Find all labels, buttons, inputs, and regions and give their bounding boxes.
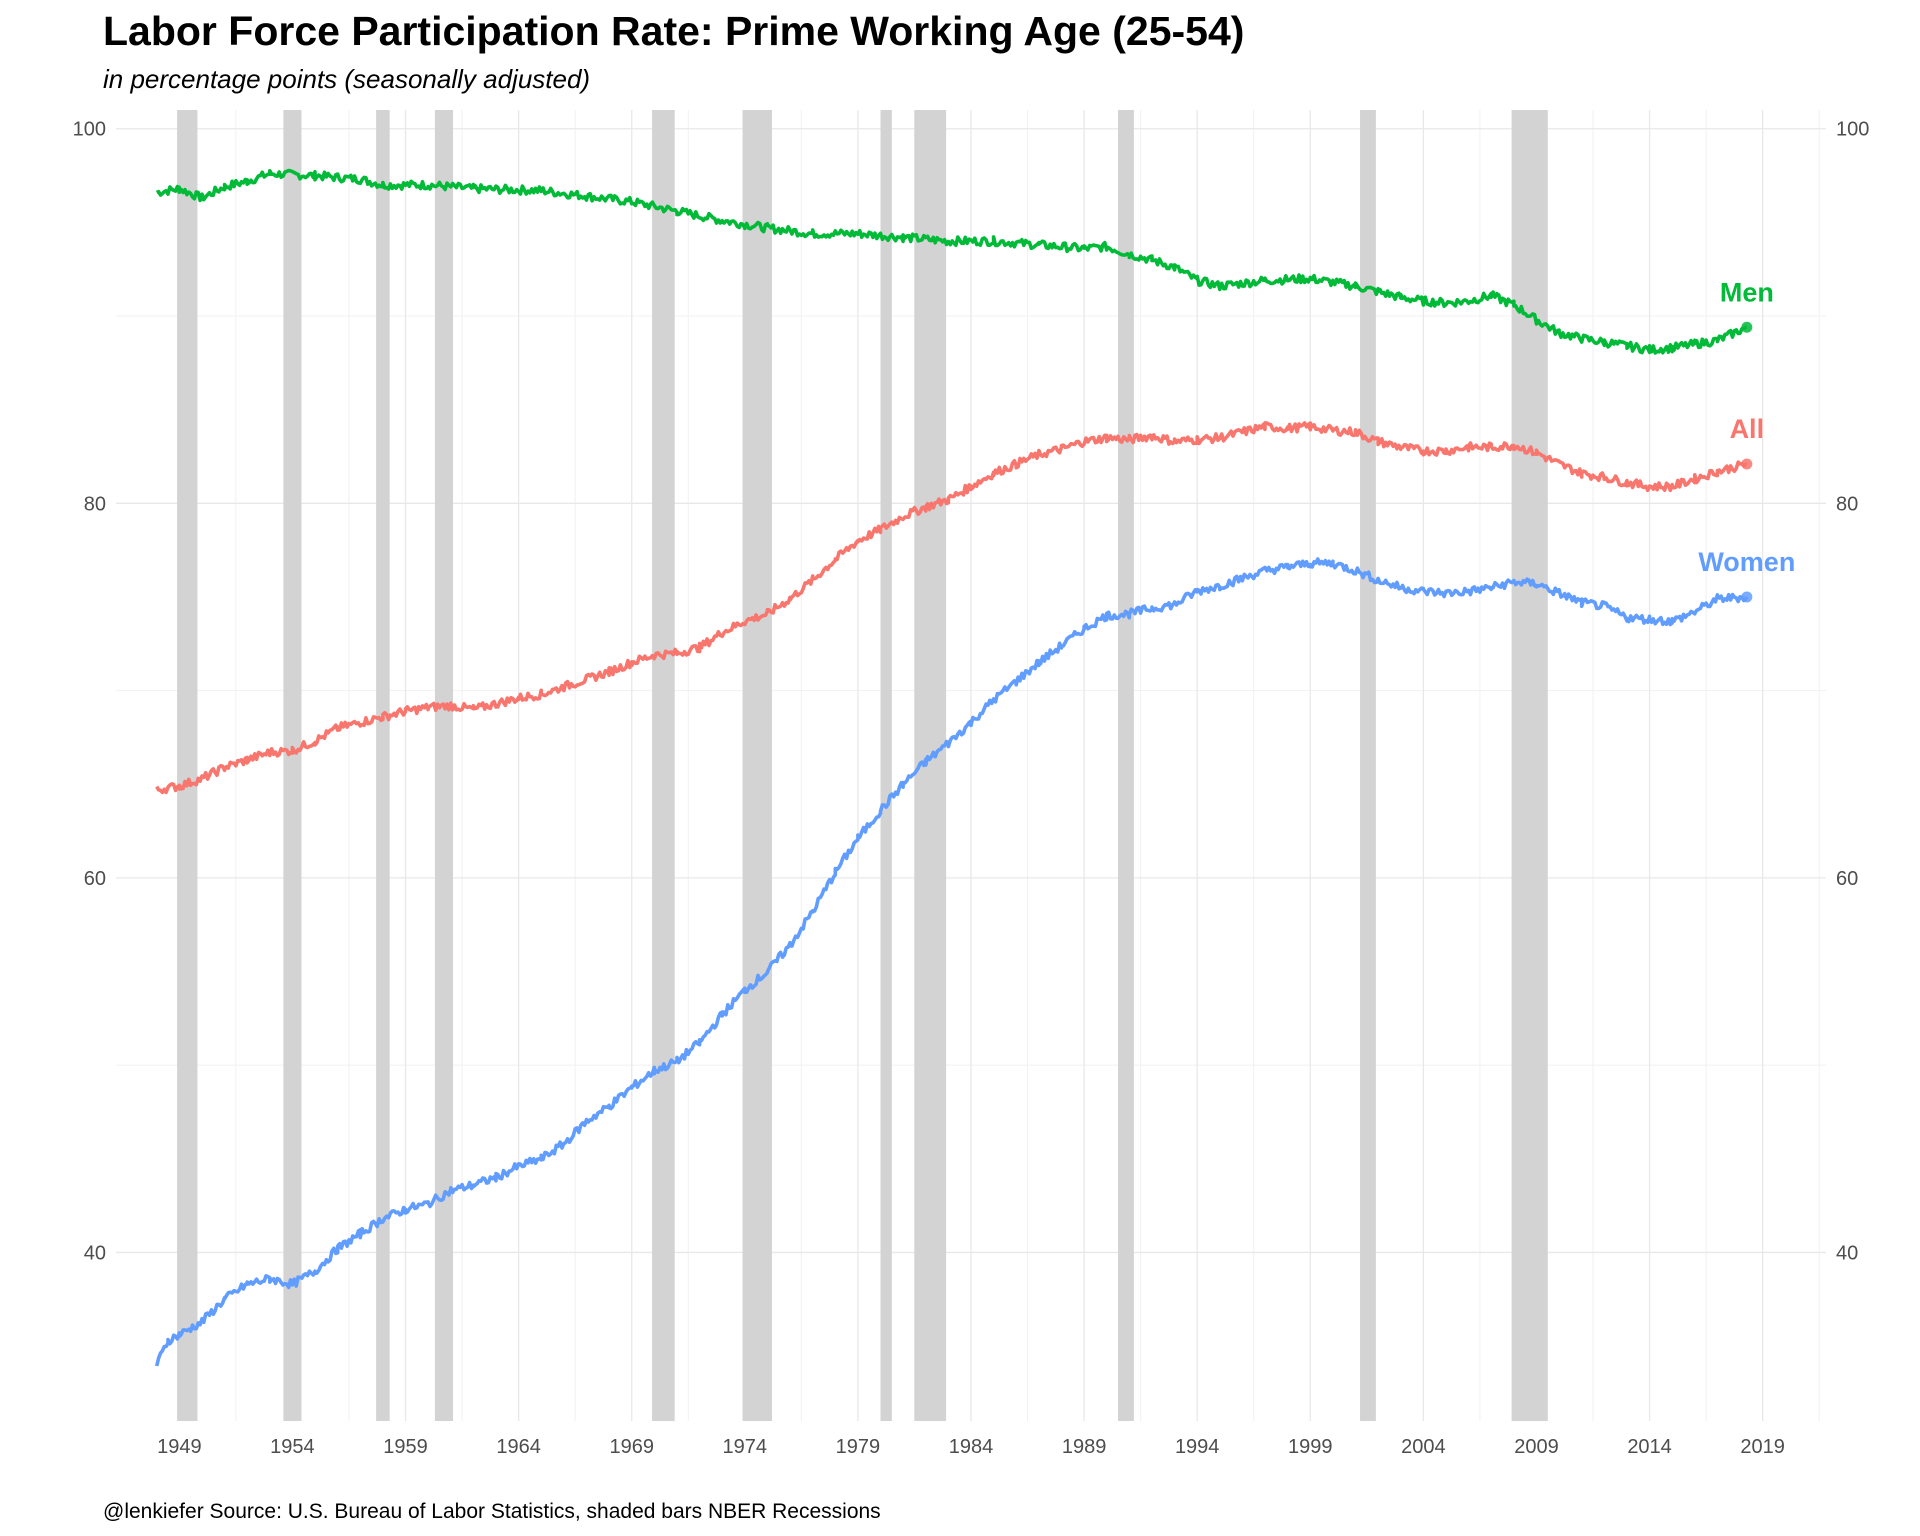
series-line-all bbox=[155, 421, 1748, 795]
series-lines bbox=[154, 168, 1749, 1367]
recession-bar bbox=[434, 110, 454, 1421]
x-tick-label: 1969 bbox=[609, 1436, 654, 1458]
recession-bar bbox=[177, 110, 198, 1421]
x-tick-label: 2019 bbox=[1740, 1436, 1785, 1458]
recession-bar bbox=[652, 110, 675, 1421]
x-tick-label: 1974 bbox=[723, 1436, 768, 1458]
y-tick-label-right: 100 bbox=[1836, 119, 1869, 141]
recession-bar bbox=[880, 110, 892, 1421]
series-label-men: Men bbox=[1720, 277, 1774, 307]
series-endpoint-men bbox=[1741, 321, 1753, 333]
y-axis-left: 40 60 80 100 bbox=[73, 119, 106, 1265]
y-tick-label: 80 bbox=[84, 493, 106, 515]
x-tick-label: 1999 bbox=[1288, 1436, 1333, 1458]
series-line-women bbox=[154, 557, 1749, 1367]
x-tick-label: 2014 bbox=[1627, 1436, 1672, 1458]
y-tick-label-right: 40 bbox=[1836, 1242, 1858, 1264]
series-labels: Men All Women bbox=[1698, 277, 1795, 577]
x-tick-label: 1984 bbox=[949, 1436, 994, 1458]
x-tick-label: 1994 bbox=[1175, 1436, 1220, 1458]
y-tick-label-right: 60 bbox=[1836, 868, 1858, 890]
x-tick-label: 2009 bbox=[1514, 1436, 1559, 1458]
recession-bar bbox=[283, 110, 302, 1421]
x-tick-label: 1959 bbox=[383, 1436, 428, 1458]
series-label-all: All bbox=[1730, 414, 1765, 444]
chart-subtitle: in percentage points (seasonally adjuste… bbox=[103, 64, 591, 94]
x-tick-label: 1954 bbox=[270, 1436, 315, 1458]
y-axis-right: 40 60 80 100 bbox=[1836, 119, 1869, 1265]
series-endpoints bbox=[1741, 321, 1753, 603]
y-tick-label-right: 80 bbox=[1836, 493, 1858, 515]
series-endpoint-all bbox=[1741, 458, 1753, 470]
x-tick-label: 1989 bbox=[1062, 1436, 1107, 1458]
x-tick-label: 1964 bbox=[496, 1436, 541, 1458]
recession-bar bbox=[1511, 110, 1548, 1421]
series-label-women: Women bbox=[1698, 547, 1795, 577]
recession-bar bbox=[1118, 110, 1134, 1421]
recession-bar bbox=[376, 110, 390, 1421]
y-tick-label: 60 bbox=[84, 868, 106, 890]
series-line-men bbox=[155, 168, 1748, 355]
recession-bar bbox=[742, 110, 772, 1421]
y-tick-label: 100 bbox=[73, 119, 106, 141]
recession-bars bbox=[177, 110, 1548, 1421]
recession-bar bbox=[1360, 110, 1376, 1421]
chart-title: Labor Force Participation Rate: Prime Wo… bbox=[103, 8, 1245, 54]
x-tick-label: 1949 bbox=[157, 1436, 202, 1458]
x-tick-label: 2004 bbox=[1401, 1436, 1446, 1458]
x-tick-label: 1979 bbox=[836, 1436, 881, 1458]
chart-caption: @lenkiefer Source: U.S. Bureau of Labor … bbox=[103, 1500, 881, 1523]
series-endpoint-women bbox=[1741, 591, 1753, 603]
x-axis: 1949 1954 1959 1964 1969 1974 1979 1984 1989 1994… bbox=[157, 1436, 1785, 1458]
y-tick-label: 40 bbox=[84, 1242, 106, 1264]
